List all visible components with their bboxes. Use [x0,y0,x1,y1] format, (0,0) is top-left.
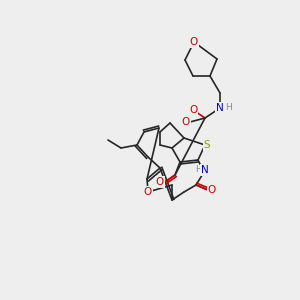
Text: O: O [144,187,152,197]
Text: O: O [190,37,198,47]
Text: O: O [156,177,164,187]
Text: O: O [208,185,216,195]
Text: O: O [189,105,197,115]
Text: N: N [216,103,224,113]
Text: N: N [201,165,209,175]
Text: H: H [225,103,231,112]
Text: S: S [204,140,210,150]
Text: H: H [196,166,202,175]
Text: O: O [182,117,190,127]
